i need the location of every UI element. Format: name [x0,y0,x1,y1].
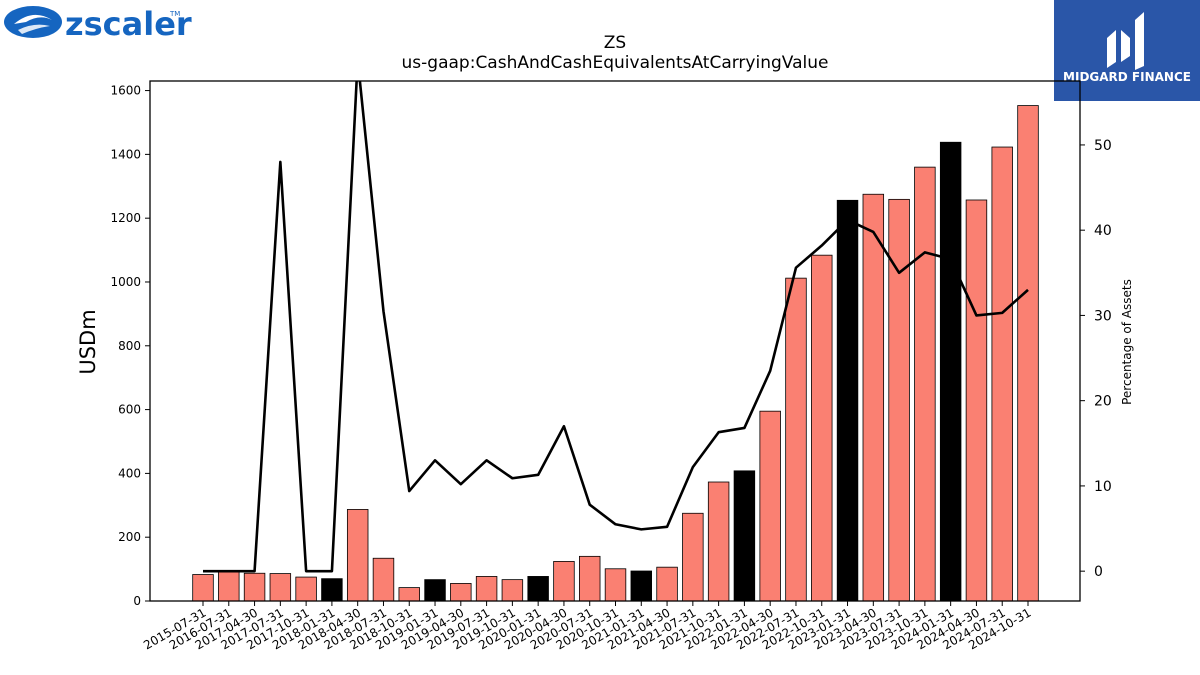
bar [965,199,988,602]
y-tick-label: 1200 [110,211,141,225]
y2-tick-label: 20 [1094,394,1112,410]
bar [527,576,549,602]
bar [501,579,524,602]
bar [811,254,833,602]
chart-title: ZS [604,33,626,53]
midgard-logo-text: MIDGARD FINANCE [1063,70,1191,84]
bar [450,583,472,602]
y2-tick-label: 30 [1094,308,1112,324]
bar [939,141,962,602]
y-axis-label: USDm [76,309,100,374]
bar [579,555,601,602]
bar [475,576,498,602]
bar [785,277,807,602]
zscaler-logo-text: zscaler [65,5,192,43]
bar [295,576,317,602]
bar [759,410,781,602]
midgard-finance-logo: MIDGARD FINANCE [1054,0,1200,101]
bar [733,470,756,602]
bar [836,199,859,602]
bar [630,570,652,602]
bar [346,509,369,602]
bar [321,578,343,602]
y-tick-label: 200 [118,530,141,544]
bar [243,572,266,602]
bar [553,561,575,602]
chart-subtitle: us-gaap:CashAndCashEquivalentsAtCarrying… [402,53,829,73]
y-tick-label: 0 [133,594,141,608]
bar [424,579,446,602]
bar [372,557,395,602]
bar [991,146,1013,602]
y-tick-label: 600 [118,403,141,417]
bar [862,193,885,602]
y2-tick-label: 0 [1094,564,1103,580]
line-series [203,81,1029,573]
bar [269,573,292,602]
bar [682,512,704,602]
zscaler-trademark: TM [169,10,180,18]
y2-axis-label: Percentage of Assets [1120,279,1134,405]
bar [914,166,936,602]
y-tick-label: 1400 [110,147,141,161]
bar [656,566,678,602]
bar [398,587,420,602]
y-tick-label: 800 [118,339,141,353]
bar [1017,105,1039,602]
bar [707,481,730,602]
midgard-mark-icon [1107,12,1144,70]
bar [218,571,240,602]
bar [604,568,627,602]
zscaler-logo: zscaler TM [4,5,192,43]
y2-tick-label: 40 [1094,223,1112,239]
plot-area: 0 200 400 600 800 1000 1200 1400 1600 0 10 20 30 40 50… [110,80,1112,652]
y-tick-label: 1000 [110,275,141,289]
y-tick-label: 400 [118,466,141,480]
y-tick-label: 1600 [110,84,141,98]
y2-tick-label: 10 [1094,479,1112,495]
y2-tick-label: 50 [1094,138,1112,154]
bar [192,574,214,602]
